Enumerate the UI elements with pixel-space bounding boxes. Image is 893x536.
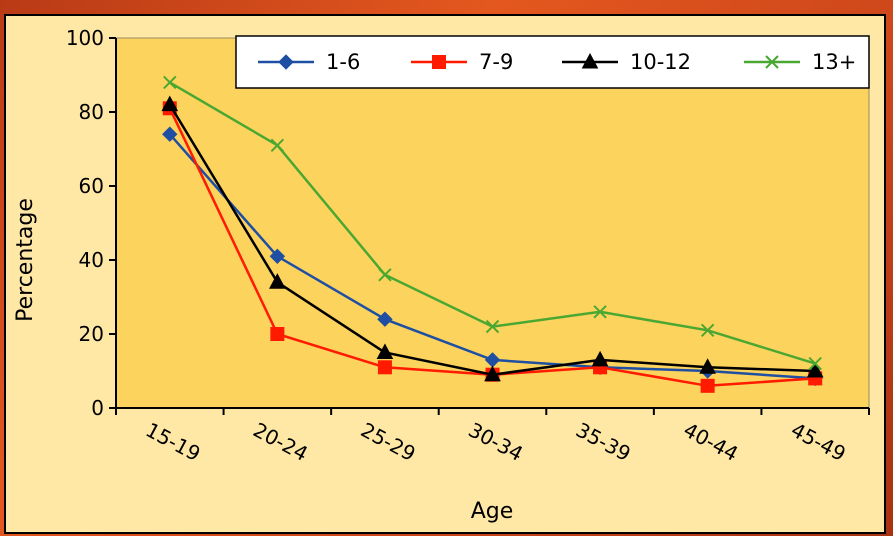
legend-label: 13+ — [812, 50, 856, 74]
legend-marker — [581, 52, 599, 69]
y-tick-label: 20 — [79, 322, 104, 346]
x-tick-label: 45-49 — [787, 418, 850, 466]
legend-marker — [765, 55, 779, 69]
data-point — [377, 311, 393, 327]
legend: 1-6 7-9 10-12 13+ — [235, 35, 870, 89]
x-tick-label: 30-34 — [464, 418, 527, 466]
data-point — [163, 75, 177, 90]
y-tick-label: 60 — [79, 174, 104, 198]
legend-item: 13+ — [744, 50, 856, 74]
data-point — [270, 138, 285, 153]
series-13+ — [163, 75, 822, 371]
legend-item: 10-12 — [562, 50, 691, 74]
data-point — [269, 273, 286, 289]
legend-marker — [432, 55, 446, 69]
legend-item: 1-6 — [258, 50, 360, 74]
data-point — [377, 360, 392, 375]
chart-frame: 0 20 40 60 80 100 15-19 20-24 25-29 30-34 35-39 40-… — [4, 14, 886, 534]
data-point — [485, 319, 500, 334]
data-point — [269, 248, 286, 265]
y-tick-label: 0 — [91, 396, 104, 420]
x-axis-title: Age — [471, 499, 514, 524]
y-tick-label: 100 — [66, 26, 104, 50]
line-chart: 0 20 40 60 80 100 15-19 20-24 25-29 30-34 35-39 40-… — [13, 26, 870, 524]
x-tick-label: 25-29 — [357, 418, 420, 466]
series-layer — [161, 75, 824, 393]
data-point — [162, 126, 178, 142]
series-10-12 — [161, 95, 824, 382]
data-point — [591, 350, 609, 367]
legend-label: 1-6 — [326, 50, 360, 74]
y-tick-label: 40 — [79, 248, 104, 272]
x-tick-label: 20-24 — [249, 418, 312, 466]
legend-label: 10-12 — [630, 50, 691, 74]
x-tick-label: 35-39 — [572, 418, 635, 466]
x-tick-label: 40-44 — [680, 418, 743, 466]
legend-marker — [278, 54, 294, 70]
data-point — [376, 343, 394, 359]
legend-label: 7-9 — [479, 50, 513, 74]
data-point — [699, 358, 716, 374]
data-point — [700, 323, 715, 338]
data-point — [700, 378, 715, 393]
legend-item: 7-9 — [411, 50, 513, 74]
x-tick-label: 15-19 — [142, 418, 205, 466]
data-point — [378, 268, 392, 282]
data-point — [593, 305, 607, 319]
y-axis-title: Percentage — [13, 198, 38, 322]
y-tick-label: 80 — [79, 100, 104, 124]
data-point — [808, 356, 822, 371]
data-point — [270, 327, 285, 341]
data-point — [161, 95, 179, 112]
data-point — [806, 361, 824, 378]
data-point — [484, 365, 501, 382]
